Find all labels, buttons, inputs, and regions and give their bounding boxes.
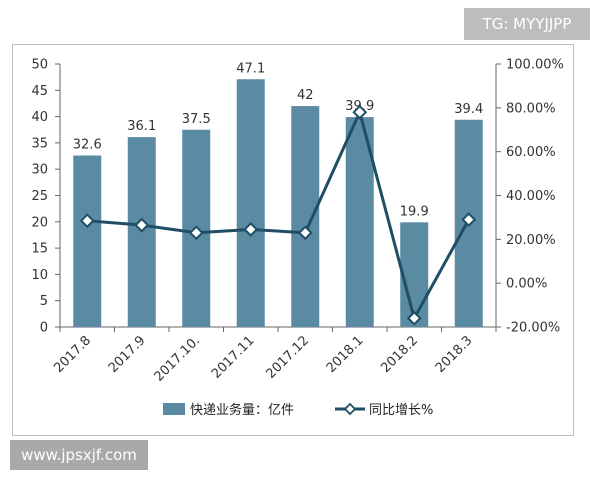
x-tick-label: 2017.10. <box>152 333 204 385</box>
bar-data-label: 37.5 <box>182 112 211 127</box>
website-watermark: www.jpsxjf.com <box>10 440 148 470</box>
right-tick-label: 100.00% <box>506 58 564 73</box>
x-tick-label: 2018.1 <box>324 333 367 376</box>
bar <box>291 106 320 327</box>
line-marker <box>406 310 422 326</box>
left-tick-label: 30 <box>31 163 48 178</box>
left-tick-label: 10 <box>31 268 48 283</box>
right-tick-label: 80.00% <box>506 101 556 116</box>
bar-data-labels: 32.636.137.547.14239.919.939.4 <box>73 61 483 219</box>
legend-line-marker <box>343 402 357 416</box>
line-series <box>79 104 477 326</box>
line-marker <box>243 222 259 237</box>
line-marker <box>461 212 477 228</box>
right-tick-label: 40.00% <box>506 189 556 204</box>
left-tick-label: 35 <box>31 136 48 151</box>
right-tick-label: 0.00% <box>506 277 547 292</box>
left-tick-label: 15 <box>31 242 48 257</box>
line-marker <box>297 225 313 241</box>
x-tick-label: 2018.3 <box>433 333 476 376</box>
line-marker <box>188 225 204 241</box>
x-axis-labels: 2017.8 2017.9 2017.10. 2017.11 2017.12 2018.1… <box>51 333 475 385</box>
legend-bar-swatch <box>163 403 185 415</box>
bar-data-label: 32.6 <box>73 138 102 153</box>
x-tick-label: 2017.9 <box>106 333 149 376</box>
watermark-badge: TG: MYYJJPP <box>464 8 590 40</box>
bar <box>400 222 429 327</box>
left-tick-label: 45 <box>31 84 48 99</box>
bar-data-label: 36.1 <box>127 119 156 134</box>
legend-bar-label: 快递业务量：亿件 <box>190 402 294 418</box>
left-tick-label: 5 <box>40 294 48 309</box>
x-tick-label: 2018.2 <box>378 333 421 376</box>
right-tick-label: 20.00% <box>506 233 556 248</box>
bar <box>73 155 102 327</box>
bar-series <box>73 79 483 327</box>
x-tick-label: 2017.12 <box>263 333 312 382</box>
bar-data-label: 39.4 <box>454 102 483 117</box>
bar <box>236 79 265 327</box>
growth-line <box>87 110 471 320</box>
legend-line-label: 同比增长% <box>369 403 433 418</box>
x-tick-label: 2017.8 <box>51 333 94 376</box>
legend[interactable]: 快递业务量：亿件 同比增长% <box>163 402 433 418</box>
bar-data-label: 47.1 <box>236 61 265 76</box>
left-tick-label: 0 <box>40 321 48 336</box>
right-tick-label: 60.00% <box>506 145 556 160</box>
left-tick-label: 40 <box>31 110 48 125</box>
bar-data-label: 19.9 <box>400 204 429 219</box>
left-tick-label: 20 <box>31 215 48 230</box>
line-marker <box>352 104 368 120</box>
right-tick-label: -20.00% <box>506 321 560 336</box>
x-tick-label: 2017.11 <box>209 333 258 382</box>
line-marker <box>79 213 95 229</box>
bar-data-label: 42 <box>297 88 314 103</box>
left-tick-label: 50 <box>31 58 48 73</box>
line-marker <box>134 217 150 233</box>
left-tick-label: 25 <box>31 189 48 204</box>
